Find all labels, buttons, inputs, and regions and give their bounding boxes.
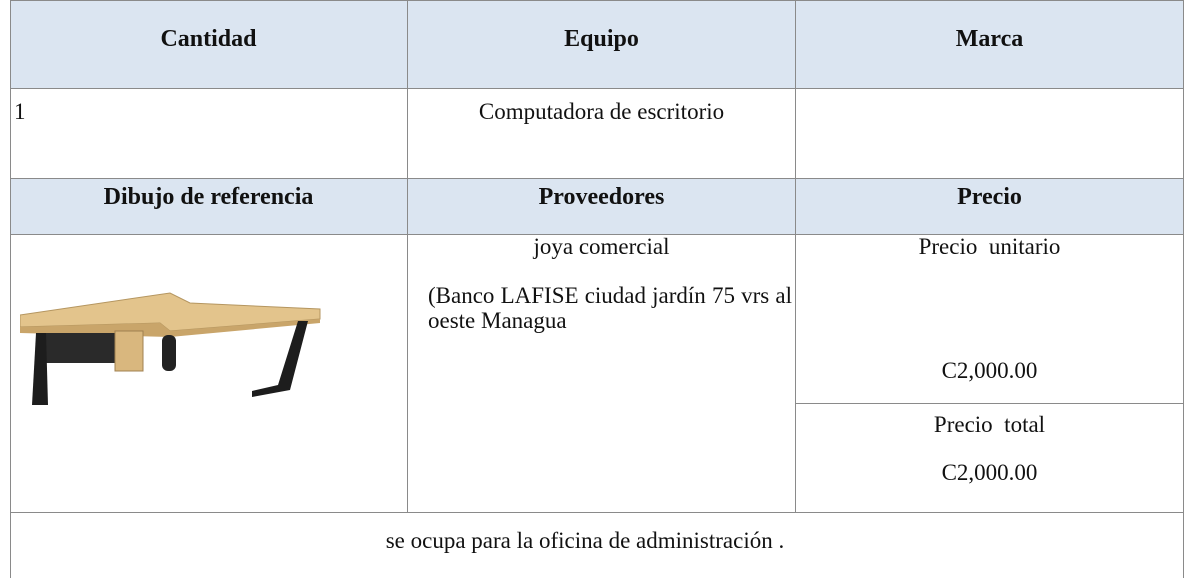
border [407,0,408,512]
cell: Precio total [933,412,1046,437]
header: Dibujo de referencia [103,184,314,210]
border [10,0,1184,1]
border [10,88,1184,89]
header: Equipo [564,26,639,52]
border [10,234,1184,235]
cell: (Banco LAFISE ciudad jardín 75 vrs al oe… [428,283,792,333]
border [795,0,796,512]
cell: Computadora de escritorio [478,99,725,124]
border [1183,0,1184,578]
border [10,512,1184,513]
border [10,0,11,578]
header: Marca [955,26,1024,52]
header: Cantidad [160,26,257,52]
cell: C2,000.00 [941,460,1038,485]
header-row [10,0,1184,88]
note: se ocupa para la oficina de administraci… [385,528,785,553]
header: Precio [957,184,1022,210]
border [795,403,1184,404]
header-row-2 [10,178,1184,234]
border [10,178,1184,179]
header: Proveedores [538,184,665,210]
cell: C2,000.00 [941,358,1038,383]
desk-image [20,292,321,405]
cell: Precio unitario [918,234,1061,259]
cell: joya comercial [533,234,670,259]
cell: 1 [14,99,26,124]
